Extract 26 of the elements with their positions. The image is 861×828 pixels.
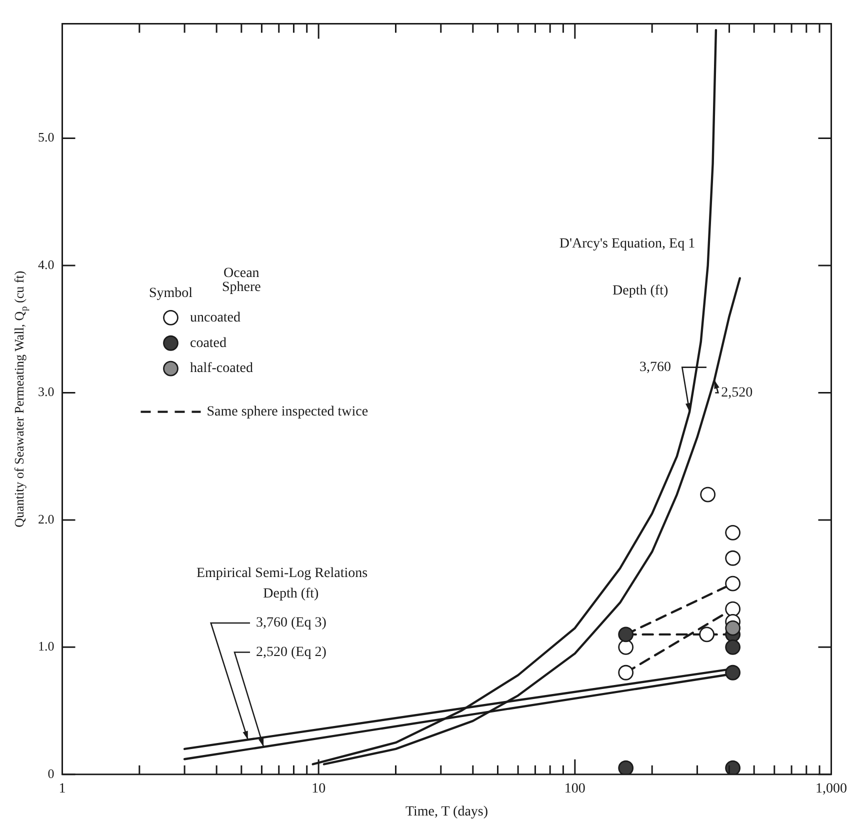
annotation: D'Arcy's Equation, Eq 1 [559,236,696,252]
text: 3,760 (Eq 3) [256,616,327,631]
legend-label: 2,520 [721,385,753,400]
annotation: Depth (ft) [612,284,668,299]
y-tick-label: 4.0 [38,256,54,272]
x-tick-label: 10 [312,781,326,796]
legend-label: uncoated [190,310,241,326]
annotation: Empirical Semi-Log Relations [196,566,368,582]
legend-title: Ocean Sphere [222,266,261,295]
legend-label: half-coated [190,361,253,376]
annotation: Depth (ft) [263,586,320,602]
x-tick-label: 1,000 [816,781,847,796]
x-axis-title: Time, T (days) [405,804,488,820]
y-tick-label: 1.0 [38,638,54,654]
y-tick-label: 5.0 [38,130,54,145]
annotation: Symbol [148,286,193,302]
x-tick-label: 1 [58,781,66,796]
text: 2,520 (Eq 2) [256,644,327,660]
legend-label: Same sphere inspected twice [206,404,368,420]
y-tick-label: 2.0 [38,511,54,526]
y-tick-label: 0 [48,766,54,781]
series-label: 3,760 [639,360,671,375]
x-tick-label: 100 [564,781,586,796]
legend-label: coated [190,336,227,351]
y-axis-title: Quantity of Seawater Permeating Wall, Qp (cu ft) [11,270,30,528]
y-tick-label: 3.0 [38,384,54,400]
